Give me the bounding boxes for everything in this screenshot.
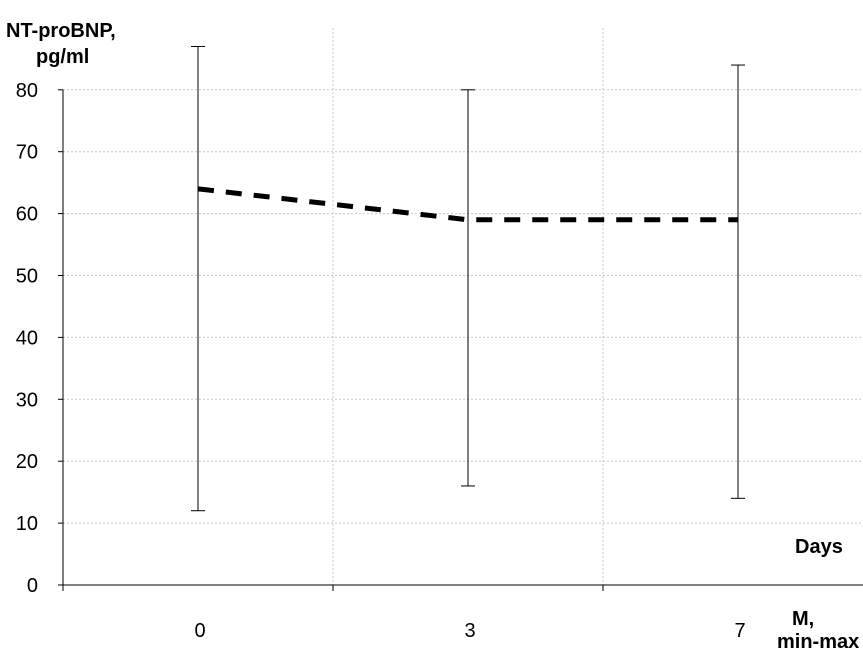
y-tick-labels: 0 10 20 30 40 50 60 70 80 [16, 80, 38, 597]
y-tick-label: 70 [16, 142, 38, 164]
x-tick-label: 7 [734, 620, 745, 642]
y-tick-label: 60 [16, 204, 38, 226]
grid [63, 28, 863, 585]
y-axis-label-line1: NT-proBNP, [6, 20, 116, 42]
y-tick-label: 10 [16, 513, 38, 535]
x-tick-labels: 0 3 7 [194, 620, 745, 642]
x-tick-label: 3 [464, 620, 475, 642]
statistic-label-line1: M, [792, 608, 815, 630]
x-tick-label: 0 [194, 620, 205, 642]
y-tick-label: 50 [16, 266, 38, 288]
error-bars [191, 45, 745, 512]
y-tick-label: 0 [27, 575, 38, 597]
y-tick-label: 20 [16, 451, 38, 473]
series-line [197, 186, 739, 223]
y-tick-label: 80 [16, 80, 38, 102]
statistic-label-line2: min-max [777, 631, 860, 653]
series-median-line [197, 186, 738, 223]
y-tick-label: 40 [16, 327, 38, 349]
y-axis-label-line2: pg/ml [36, 46, 90, 68]
x-axis-label: Days [795, 536, 843, 558]
axes [58, 89, 863, 591]
y-tick-label: 30 [16, 389, 38, 411]
